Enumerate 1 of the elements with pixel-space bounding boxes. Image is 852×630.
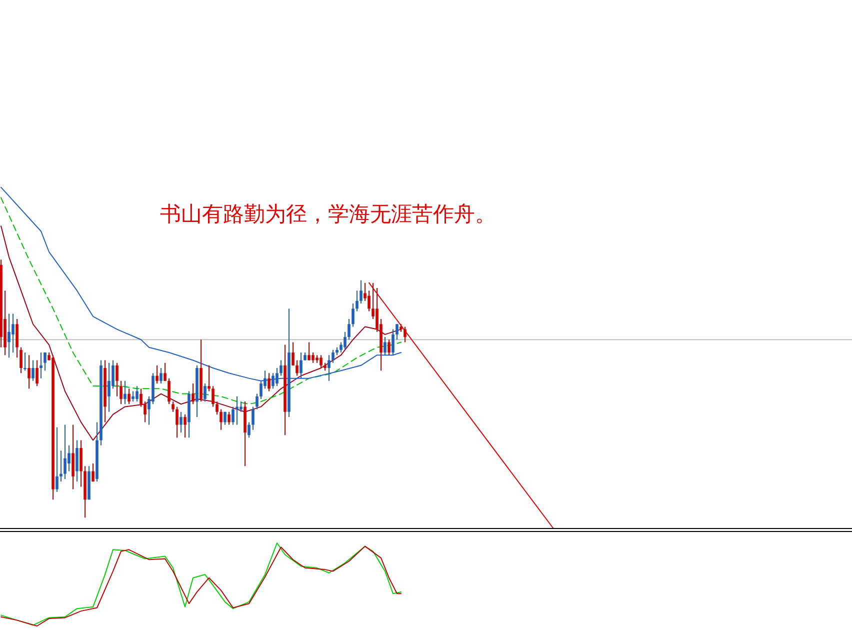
annotation: 书山有路勤为径，学海无涯苦作舟。	[160, 202, 496, 226]
